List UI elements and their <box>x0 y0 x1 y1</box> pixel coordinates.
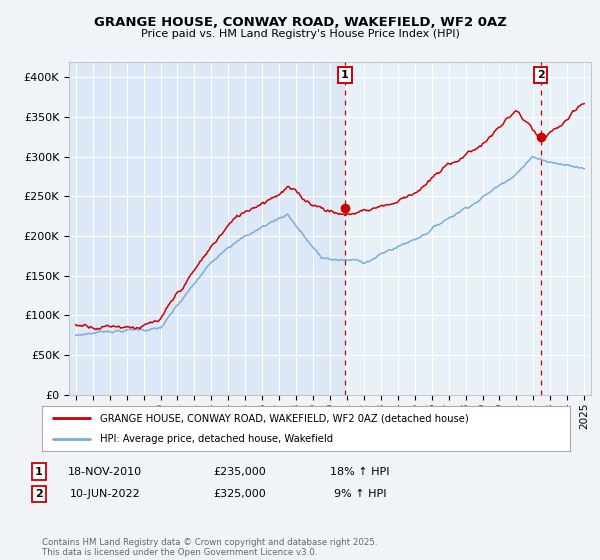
Text: 18% ↑ HPI: 18% ↑ HPI <box>330 466 390 477</box>
Text: 2: 2 <box>35 489 43 499</box>
Text: 2: 2 <box>537 70 545 80</box>
Text: Contains HM Land Registry data © Crown copyright and database right 2025.
This d: Contains HM Land Registry data © Crown c… <box>42 538 377 557</box>
Text: GRANGE HOUSE, CONWAY ROAD, WAKEFIELD, WF2 0AZ: GRANGE HOUSE, CONWAY ROAD, WAKEFIELD, WF… <box>94 16 506 29</box>
Text: 10-JUN-2022: 10-JUN-2022 <box>70 489 140 499</box>
Bar <box>69 62 345 395</box>
Text: 18-NOV-2010: 18-NOV-2010 <box>68 466 142 477</box>
Text: £235,000: £235,000 <box>214 466 266 477</box>
Text: Price paid vs. HM Land Registry's House Price Index (HPI): Price paid vs. HM Land Registry's House … <box>140 29 460 39</box>
Text: HPI: Average price, detached house, Wakefield: HPI: Average price, detached house, Wake… <box>100 433 333 444</box>
Text: 1: 1 <box>35 466 43 477</box>
Text: 9% ↑ HPI: 9% ↑ HPI <box>334 489 386 499</box>
Text: 1: 1 <box>341 70 349 80</box>
Text: £325,000: £325,000 <box>214 489 266 499</box>
Text: GRANGE HOUSE, CONWAY ROAD, WAKEFIELD, WF2 0AZ (detached house): GRANGE HOUSE, CONWAY ROAD, WAKEFIELD, WF… <box>100 413 469 423</box>
